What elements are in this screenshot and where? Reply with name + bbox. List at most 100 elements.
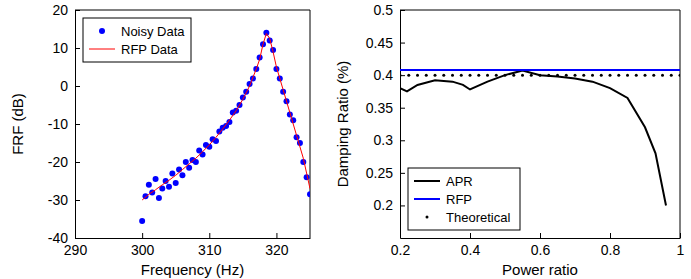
series-line: [400, 69, 680, 71]
figure: 290300310320-40-30-20-1001020Frequency (…: [0, 0, 691, 279]
point: [176, 167, 182, 173]
point: [442, 74, 445, 77]
tick: 300: [131, 233, 155, 258]
tick-mark: [75, 48, 80, 49]
point: [556, 74, 559, 77]
frame-top: [75, 10, 310, 11]
point: [477, 74, 480, 77]
tick-label: 0: [60, 78, 68, 94]
tick-label: 0.5: [374, 2, 394, 18]
point: [451, 74, 454, 77]
point: [644, 74, 647, 77]
axis-line: [400, 11, 401, 239]
tick-mark: [75, 124, 80, 125]
tick-mark: [142, 233, 143, 238]
point: [600, 74, 603, 77]
axis-line: [76, 238, 311, 239]
point: [574, 74, 577, 77]
x-axis: 0.20.40.60.81: [391, 233, 685, 258]
tick: 0.25: [366, 165, 405, 181]
tick-label: 0.35: [366, 100, 393, 116]
tick-mark: [400, 140, 405, 141]
tick-label: 0.45: [366, 35, 393, 51]
tick: 0.3: [374, 132, 405, 148]
legend-label: RFP Data: [121, 42, 179, 57]
tick-label: -40: [48, 230, 68, 246]
tick: -20: [48, 154, 80, 170]
y-axis: -40-30-20-1001020: [48, 2, 80, 246]
point: [416, 74, 419, 77]
tick-label: 310: [198, 242, 222, 258]
tick-mark: [400, 43, 405, 44]
legend-swatch: [426, 216, 429, 219]
point: [400, 74, 402, 77]
legend-label: RFP: [446, 192, 472, 207]
chart: 290300310320-40-30-20-1001020Frequency (…: [9, 2, 313, 278]
point: [173, 180, 179, 186]
tick: 0.45: [366, 35, 405, 51]
point: [582, 74, 585, 77]
point: [661, 74, 664, 77]
tick-label: 0.2: [374, 197, 394, 213]
tick: 0: [60, 78, 80, 94]
tick-mark: [75, 162, 80, 163]
legend-swatch: [414, 198, 440, 200]
y-axis: 0.2 0.25 0.3 0.35 0.4 0.45 0.5: [366, 2, 405, 239]
tick-mark: [276, 233, 277, 238]
tick: 310: [198, 233, 222, 258]
point: [521, 74, 524, 77]
frame-right: [310, 10, 311, 238]
point: [539, 74, 542, 77]
tick-label: 0.2: [391, 242, 411, 258]
point: [609, 74, 612, 77]
chart: 0.20.40.60.810.20.250.30.350.40.450.5Pow…: [334, 2, 685, 278]
x-axis-title: Power ratio: [502, 261, 578, 278]
tick-label: -20: [48, 154, 68, 170]
legend: APRRFPTheoretical: [408, 168, 520, 230]
frame-right: [680, 10, 681, 238]
plot-area: [400, 10, 680, 238]
tick-mark: [400, 108, 405, 109]
point: [679, 74, 681, 77]
tick: -30: [48, 192, 80, 208]
tick: -40: [48, 230, 80, 246]
y-axis-title: FRF (dB): [9, 93, 26, 155]
legend-swatch: [99, 28, 105, 34]
point: [512, 74, 515, 77]
tick-label: 0.6: [531, 242, 551, 258]
tick-label: 0.4: [461, 242, 481, 258]
x-axis-title: Frequency (Hz): [141, 261, 244, 278]
y-axis-title: Damping Ratio (%): [334, 61, 351, 188]
x-axis: 290300310320: [64, 233, 311, 258]
legend: Noisy DataRFP Data: [83, 18, 191, 62]
point: [617, 74, 620, 77]
tick-mark: [75, 200, 80, 201]
point: [635, 74, 638, 77]
point: [486, 74, 489, 77]
tick-mark: [400, 173, 405, 174]
point: [626, 74, 629, 77]
tick-label: 1: [677, 242, 685, 258]
tick: 0.4: [461, 233, 481, 258]
point: [169, 170, 175, 176]
tick-mark: [610, 233, 611, 238]
point: [469, 74, 472, 77]
tick-label: 0.4: [374, 67, 394, 83]
point: [166, 184, 172, 190]
tick-mark: [75, 86, 80, 87]
point: [652, 74, 655, 77]
tick-mark: [400, 205, 405, 206]
legend-label: Theoretical: [446, 210, 510, 225]
point: [407, 74, 410, 77]
point: [504, 74, 507, 77]
point: [670, 74, 673, 77]
point: [425, 74, 428, 77]
point: [179, 172, 185, 178]
tick-mark: [209, 233, 210, 238]
legend-box: [83, 18, 191, 62]
plot-area: [75, 10, 310, 238]
tick-label: -30: [48, 192, 68, 208]
tick-label: 300: [131, 242, 155, 258]
tick-label: 10: [52, 40, 68, 56]
point: [565, 74, 568, 77]
